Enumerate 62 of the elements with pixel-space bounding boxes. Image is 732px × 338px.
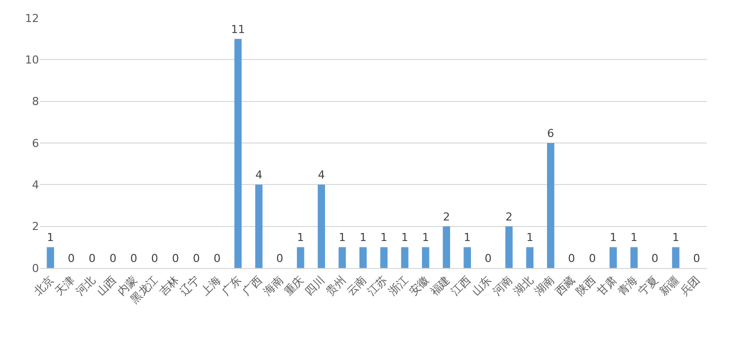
data-label: 0 xyxy=(484,252,492,265)
y-tick-label: 0 xyxy=(32,262,39,275)
data-label: 0 xyxy=(651,252,658,265)
data-label: 0 xyxy=(109,252,116,265)
data-label: 0 xyxy=(568,252,576,265)
bar xyxy=(547,143,554,268)
bar xyxy=(672,247,680,268)
data-label: 4 xyxy=(318,168,325,182)
bar xyxy=(442,226,450,268)
x-tick-label: 河北 xyxy=(73,274,98,298)
data-label: 1 xyxy=(630,231,638,244)
x-tick-label: 陕西 xyxy=(574,274,598,298)
data-label: 1 xyxy=(526,231,534,244)
bar xyxy=(526,247,534,268)
data-label: 2 xyxy=(505,210,512,224)
bar xyxy=(359,247,367,268)
data-label: 0 xyxy=(68,252,75,265)
data-label: 0 xyxy=(130,252,138,265)
x-tick-label: 北京 xyxy=(32,274,56,298)
data-label: 0 xyxy=(172,252,179,265)
data-label: 0 xyxy=(151,252,158,265)
y-tick-label: 6 xyxy=(32,136,39,150)
y-tick-label: 10 xyxy=(25,54,39,67)
data-label: 1 xyxy=(360,231,367,244)
data-label: 0 xyxy=(88,252,96,265)
bar xyxy=(234,38,242,268)
bar xyxy=(610,247,617,268)
data-label: 11 xyxy=(231,22,246,36)
y-tick-label: 2 xyxy=(32,220,39,234)
data-label: 0 xyxy=(214,252,221,265)
data-label: 1 xyxy=(610,231,617,244)
data-label: 0 xyxy=(588,252,596,265)
data-label: 6 xyxy=(547,127,554,140)
data-label: 0 xyxy=(192,252,200,265)
bar xyxy=(296,247,304,268)
bar xyxy=(255,184,263,268)
x-tick-label: 江西 xyxy=(448,274,474,298)
bar xyxy=(338,247,346,268)
data-label: 1 xyxy=(401,231,408,244)
x-tick-label: 新疆 xyxy=(656,274,682,298)
data-label: 4 xyxy=(255,168,262,182)
data-label: 1 xyxy=(338,231,346,244)
bar xyxy=(630,247,638,268)
data-label: 0 xyxy=(693,252,700,265)
y-tick-label: 4 xyxy=(32,178,39,192)
bar xyxy=(401,247,408,268)
data-label: 1 xyxy=(380,231,388,244)
data-label: 1 xyxy=(672,231,680,244)
data-label: 1 xyxy=(422,231,430,244)
data-label: 1 xyxy=(46,231,54,244)
y-tick-label: 12 xyxy=(25,12,39,25)
bar xyxy=(464,247,471,268)
data-label: 1 xyxy=(464,231,471,244)
bar xyxy=(46,247,54,268)
data-label: 1 xyxy=(297,231,304,244)
y-tick-label: 8 xyxy=(32,95,39,108)
bar xyxy=(505,226,513,268)
data-label: 2 xyxy=(442,210,450,224)
bar xyxy=(318,184,326,268)
data-label: 0 xyxy=(276,252,284,265)
bar xyxy=(422,247,430,268)
bar xyxy=(380,247,388,268)
